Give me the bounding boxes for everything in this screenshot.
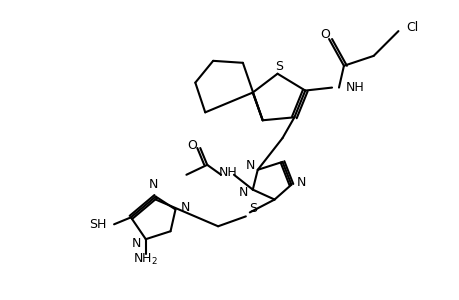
Text: N: N — [149, 178, 158, 190]
Text: O: O — [319, 28, 329, 40]
Text: S: S — [248, 202, 256, 215]
Text: NH: NH — [218, 166, 237, 179]
Text: N: N — [238, 186, 247, 199]
Text: Cl: Cl — [405, 21, 418, 34]
Text: O: O — [187, 139, 197, 152]
Text: SH: SH — [89, 218, 106, 231]
Text: NH$_2$: NH$_2$ — [133, 251, 158, 266]
Text: N: N — [180, 201, 190, 214]
Text: N: N — [296, 176, 305, 189]
Text: NH: NH — [345, 81, 364, 94]
Text: N: N — [131, 237, 140, 250]
Text: S: S — [275, 60, 283, 73]
Text: N: N — [245, 159, 254, 172]
